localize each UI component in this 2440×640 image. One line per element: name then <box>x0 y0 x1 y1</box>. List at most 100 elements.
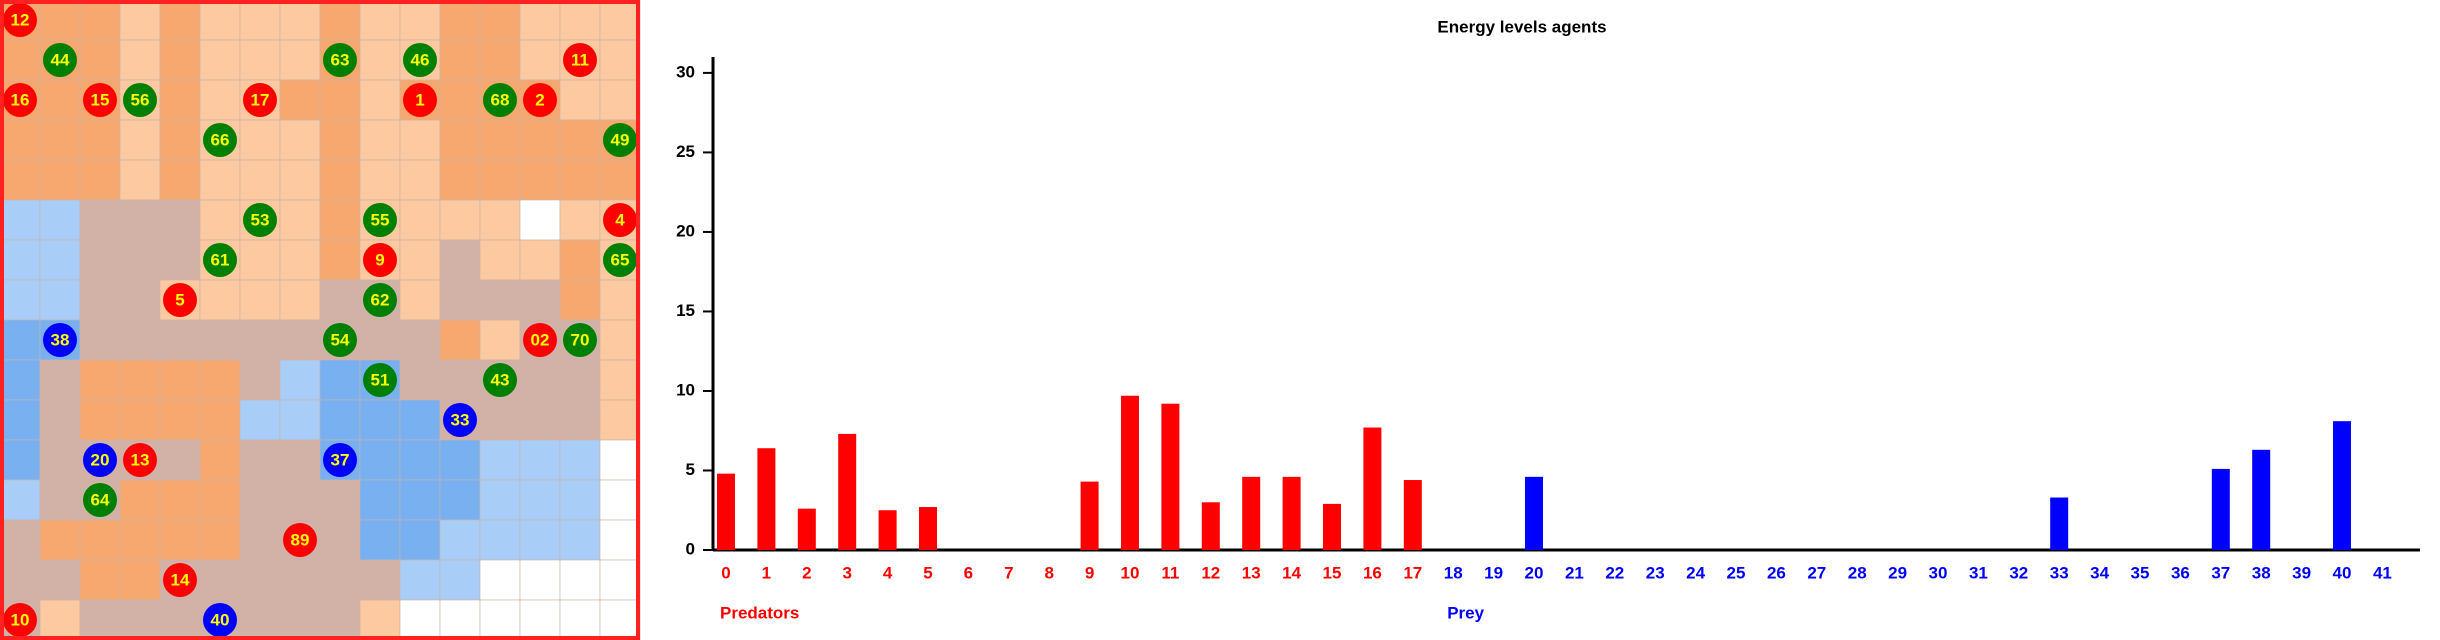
x-tick-label: 18 <box>1444 563 1463 582</box>
cell <box>599 0 641 41</box>
agent-label: 17 <box>251 90 270 109</box>
x-tick-label: 3 <box>842 563 851 582</box>
cell <box>519 39 561 81</box>
x-tick-label: 39 <box>2292 563 2311 582</box>
x-tick-label: 14 <box>1282 563 1301 582</box>
cell <box>79 599 121 640</box>
cell <box>79 519 121 561</box>
cell <box>279 479 321 521</box>
agent-label: 53 <box>251 210 270 229</box>
cell <box>279 119 321 161</box>
cell <box>599 159 641 201</box>
cell <box>519 519 561 561</box>
agent <box>403 43 437 77</box>
agent <box>403 83 437 117</box>
cell <box>479 439 521 481</box>
agent-label: 56 <box>131 90 150 109</box>
cell <box>119 319 161 361</box>
x-tick-label: 35 <box>2131 563 2150 582</box>
cell <box>479 399 521 441</box>
cell <box>359 519 401 561</box>
cell <box>519 399 561 441</box>
cell <box>559 599 601 640</box>
cell <box>439 599 481 640</box>
cell <box>399 199 441 241</box>
agent <box>163 563 197 597</box>
cell <box>79 399 121 441</box>
cell <box>439 199 481 241</box>
cell <box>399 119 441 161</box>
cell <box>199 199 241 241</box>
agent <box>3 603 37 637</box>
cell <box>519 199 561 241</box>
cell <box>39 519 81 561</box>
agent-label: 40 <box>211 610 230 629</box>
legend-label: Prey <box>1447 603 1484 622</box>
agent <box>563 323 597 357</box>
cell <box>519 599 561 640</box>
cell <box>119 239 161 281</box>
cell <box>439 559 481 601</box>
cell <box>199 479 241 521</box>
cell <box>479 559 521 601</box>
x-tick-label: 9 <box>1085 563 1094 582</box>
cell <box>199 39 241 81</box>
cell <box>119 559 161 601</box>
cell <box>519 0 561 41</box>
x-tick-label: 15 <box>1323 563 1342 582</box>
world-border <box>0 0 640 640</box>
cell <box>279 39 321 81</box>
x-tick-label: 37 <box>2211 563 2230 582</box>
cell <box>519 279 561 321</box>
agent-label: 10 <box>11 610 30 629</box>
agent-label: 13 <box>131 450 150 469</box>
cell <box>399 559 441 601</box>
cell <box>519 479 561 521</box>
y-tick-label: 10 <box>676 380 695 399</box>
cell <box>0 399 41 441</box>
cell <box>479 39 521 81</box>
cell <box>559 519 601 561</box>
cell <box>359 599 401 640</box>
x-tick-label: 5 <box>923 563 932 582</box>
x-tick-label: 28 <box>1848 563 1867 582</box>
cell <box>439 359 481 401</box>
cell <box>199 319 241 361</box>
cell <box>319 559 361 601</box>
cell <box>119 519 161 561</box>
bar <box>2333 421 2351 550</box>
agent <box>203 243 237 277</box>
agent-label: 89 <box>291 530 310 549</box>
cell <box>39 559 81 601</box>
x-tick-label: 36 <box>2171 563 2190 582</box>
bar <box>1282 476 1301 550</box>
bar <box>1161 403 1180 550</box>
cell <box>79 39 121 81</box>
cell <box>319 399 361 441</box>
cell <box>0 279 41 321</box>
agent-label: 68 <box>491 90 510 109</box>
cell <box>399 399 441 441</box>
cell <box>119 279 161 321</box>
agent <box>243 83 277 117</box>
cell <box>119 119 161 161</box>
agent-label: 44 <box>51 50 70 69</box>
cell <box>399 519 441 561</box>
cell <box>0 39 41 81</box>
cell <box>159 599 201 640</box>
cell <box>0 359 41 401</box>
cell <box>359 0 401 41</box>
agent <box>3 3 37 37</box>
cell <box>359 39 401 81</box>
cell <box>79 319 121 361</box>
cell <box>279 159 321 201</box>
cell <box>279 0 321 41</box>
x-tick-label: 26 <box>1767 563 1786 582</box>
cell <box>199 359 241 401</box>
agent <box>603 123 637 157</box>
bar <box>757 448 776 550</box>
x-tick-label: 7 <box>1004 563 1013 582</box>
x-tick-label: 1 <box>762 563 771 582</box>
cell <box>199 79 241 121</box>
